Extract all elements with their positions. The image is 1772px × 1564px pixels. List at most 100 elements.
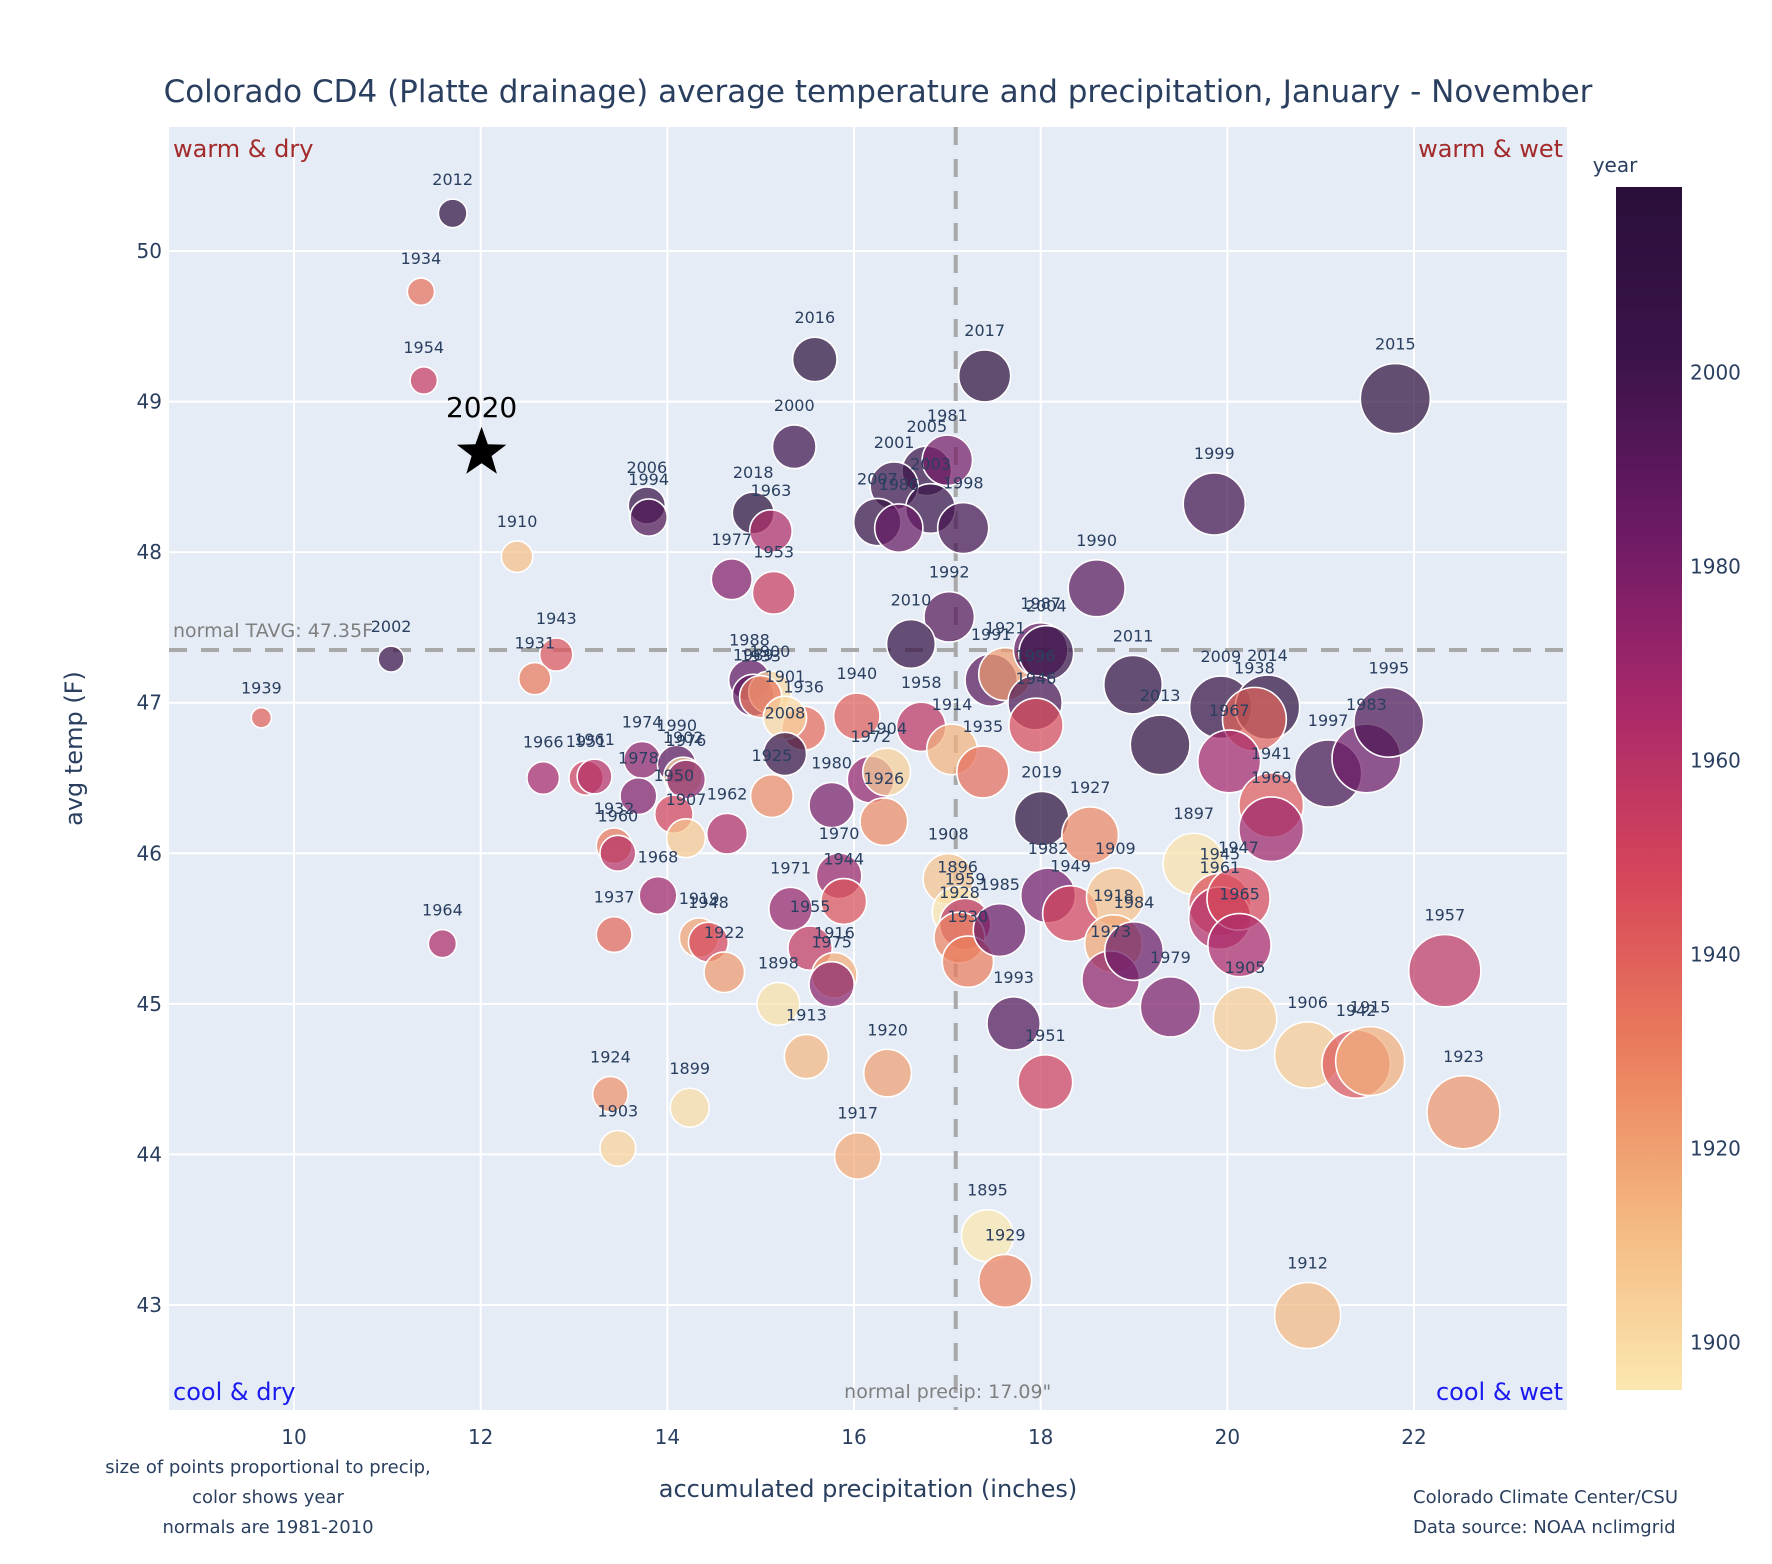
data-point-label: 1912 <box>1287 1253 1328 1272</box>
data-point-label: 1969 <box>1251 768 1292 787</box>
data-point-label: 1898 <box>758 953 799 972</box>
data-point-label: 1945 <box>1200 844 1241 863</box>
y-tick-label: 49 <box>137 390 162 414</box>
data-point-label: 1927 <box>1070 778 1111 797</box>
colorbar-tick-label: 1900 <box>1690 1330 1741 1354</box>
data-point-label: 1972 <box>850 727 891 746</box>
data-point-label: 1974 <box>622 712 663 731</box>
data-point-label: 2019 <box>1021 762 1062 781</box>
data-point <box>956 745 1010 799</box>
data-point <box>783 1033 830 1080</box>
data-point-label: 1919 <box>679 889 720 908</box>
data-point-label: 1994 <box>628 470 669 489</box>
data-point-label: 1989 <box>733 645 774 664</box>
data-point <box>1061 806 1120 865</box>
data-point <box>1013 790 1070 847</box>
star-icon <box>456 426 507 474</box>
data-point <box>862 1048 913 1098</box>
data-point <box>1008 697 1064 754</box>
data-point <box>1273 1281 1342 1350</box>
data-point-label: 1895 <box>967 1181 1008 1200</box>
data-point-label: 1978 <box>618 749 659 768</box>
data-point-label: 1899 <box>669 1059 710 1078</box>
data-point-label: 2014 <box>1247 646 1288 665</box>
colorbar-tick-label: 1980 <box>1690 554 1741 578</box>
data-point-label: 1917 <box>837 1104 878 1123</box>
data-point <box>406 277 436 307</box>
data-point <box>791 336 838 383</box>
x-tick-label: 20 <box>1215 1425 1240 1449</box>
data-point-label: 2007 <box>857 469 898 488</box>
note-left-line-1: size of points proportional to precip, <box>105 1457 431 1478</box>
data-point <box>599 1129 637 1168</box>
data-point-label: 1902 <box>663 728 704 747</box>
data-point <box>859 797 909 847</box>
data-point-label: 1988 <box>729 630 770 649</box>
note-right: Colorado Climate Center/CSU Data source:… <box>1413 1487 1678 1538</box>
x-tick-label: 18 <box>1028 1425 1053 1449</box>
data-point-label: 1928 <box>939 883 980 902</box>
data-point <box>703 951 746 994</box>
data-point-label: 1916 <box>814 924 855 943</box>
data-point <box>820 877 868 926</box>
data-point <box>619 776 658 816</box>
data-point-label: 1948 <box>688 893 729 912</box>
data-point-label: 1896 <box>937 858 978 877</box>
data-point-label: 1946 <box>1016 669 1057 688</box>
data-point-label: 1951 <box>566 732 607 751</box>
data-point-label: 1976 <box>666 731 707 750</box>
data-point <box>576 758 613 795</box>
data-point-label: 1984 <box>1114 893 1155 912</box>
point-labels: 2012 1934 1954 1910 2002 1939 1943 1931 1964 1966… <box>241 170 1484 1272</box>
data-point-label: 2004 <box>1026 597 1067 616</box>
data-point <box>1207 912 1272 978</box>
colorbar-title: year <box>1593 153 1638 177</box>
data-point-label: 2000 <box>774 396 815 415</box>
quadrant-cool-dry: cool & dry <box>173 1378 296 1406</box>
data-point-label: 1995 <box>1368 658 1409 677</box>
data-point-label: 1983 <box>1346 695 1387 714</box>
data-point <box>517 661 552 696</box>
data-point <box>923 590 976 643</box>
data-point-label: 1951 <box>1025 1026 1066 1045</box>
data-point <box>986 996 1042 1051</box>
data-point <box>873 503 924 553</box>
data-point-label: 2017 <box>964 321 1005 340</box>
y-tick-label: 43 <box>137 1293 162 1317</box>
data-point-label: 1961 <box>1200 858 1241 877</box>
data-point <box>1017 1054 1074 1111</box>
data-point <box>595 915 633 954</box>
data-point <box>591 1075 629 1113</box>
data-point <box>1212 986 1278 1052</box>
y-tick-label: 48 <box>137 540 162 564</box>
data-point-label: 1985 <box>979 875 1020 894</box>
x-tick-labels: 10 12 14 16 18 20 22 <box>281 1425 1426 1449</box>
data-point <box>669 1087 711 1129</box>
highlight-2020: 2020 <box>446 391 517 474</box>
x-axis-title: accumulated precipitation (inches) <box>659 1475 1077 1503</box>
data-point <box>1067 559 1126 618</box>
data-point-label: 1965 <box>1219 885 1260 904</box>
data-point-label: 1904 <box>866 719 907 738</box>
data-point-label: 1913 <box>786 1005 827 1024</box>
normal-precip-label: normal precip: 17.09" <box>844 1381 1051 1403</box>
data-point-label: 1906 <box>1287 993 1328 1012</box>
y-tick-label: 44 <box>137 1142 162 1166</box>
data-point-label: 1944 <box>823 850 864 869</box>
y-axis-title: avg temp (F) <box>60 671 88 826</box>
data-point-label: 1967 <box>1209 701 1250 720</box>
note-right-line-2: Data source: NOAA nclimgrid <box>1413 1517 1676 1538</box>
data-point-label: 1915 <box>1350 998 1391 1017</box>
data-point-label: 1931 <box>514 634 555 653</box>
data-point <box>705 812 749 855</box>
data-point <box>427 928 458 959</box>
data-point <box>771 424 817 470</box>
data-point-label: 1977 <box>711 530 752 549</box>
note-left: size of points proportional to precip, c… <box>105 1457 431 1538</box>
data-point <box>500 540 534 574</box>
data-point <box>833 1131 882 1180</box>
data-point-label: 1924 <box>590 1047 631 1066</box>
data-point-label: 1947 <box>1218 838 1259 857</box>
data-point-label: 1910 <box>497 512 538 531</box>
data-point-label: 1971 <box>770 858 811 877</box>
